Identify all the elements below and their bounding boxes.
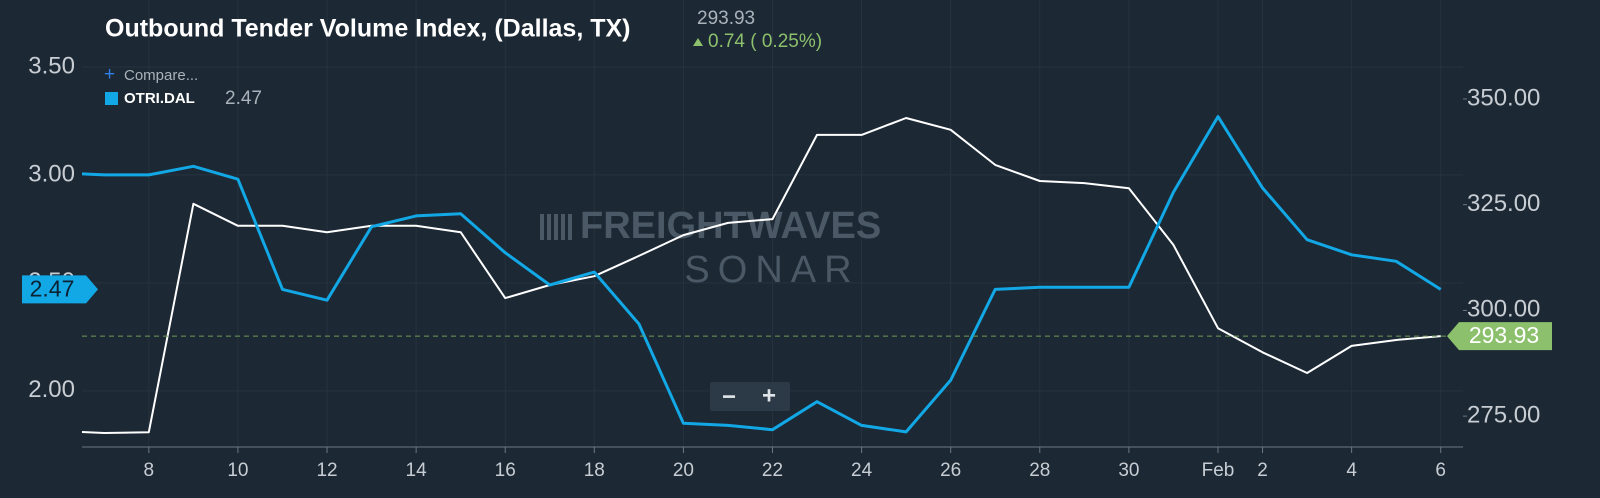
- right-badge: [1447, 322, 1552, 351]
- left-badge-label: 2.47: [30, 275, 75, 301]
- y2-tick-label: 350.00: [1467, 84, 1540, 111]
- zoom-out[interactable]: −: [722, 383, 736, 410]
- plot: [82, 115, 1442, 434]
- grid: [82, 0, 1463, 447]
- x-tick-label: 6: [1435, 460, 1446, 481]
- x-tick-label: 26: [940, 460, 961, 481]
- zoom-controls: − +: [710, 382, 790, 411]
- y2-tick-label: 325.00: [1467, 190, 1540, 217]
- compare[interactable]: Compare...: [124, 67, 198, 84]
- legend-swatch: [105, 92, 118, 105]
- x-tick-label: 14: [406, 460, 428, 481]
- change: 0.74 ( 0.25%): [708, 31, 822, 52]
- watermark-icon: [540, 214, 572, 240]
- watermark-text: SONAR: [684, 249, 859, 291]
- y2-tick-label: 275.00: [1467, 401, 1540, 428]
- y-tick-label: 2.00: [28, 376, 75, 403]
- left-badge: [22, 275, 98, 304]
- y-tick-label: 3.00: [28, 160, 75, 187]
- x-tick-label: 24: [851, 460, 873, 481]
- watermark: FREIGHTWAVES SONAR: [540, 205, 881, 291]
- x-tick-label: 4: [1346, 460, 1357, 481]
- x-tick-label: 20: [673, 460, 694, 481]
- series-line: [82, 115, 1442, 434]
- x-tick-label: 30: [1118, 460, 1139, 481]
- x-tick-label: 10: [227, 460, 248, 481]
- x-tick-label: 22: [762, 460, 783, 481]
- legend-label: OTRI.DAL: [124, 90, 195, 107]
- legend-value: 2.47: [225, 88, 262, 109]
- chart-title: Outbound Tender Volume Index, (Dallas, T…: [105, 15, 631, 43]
- zoom-panel: [710, 382, 790, 411]
- series-line: [82, 117, 1441, 434]
- badges: 293.93 2.47: [22, 275, 1552, 351]
- x-tick-label: 18: [584, 460, 605, 481]
- zoom-in[interactable]: +: [762, 382, 776, 409]
- x-tick-label: 8: [144, 460, 155, 481]
- x-tick-label: 28: [1029, 460, 1050, 481]
- compare-plus[interactable]: +: [104, 64, 115, 85]
- right-badge-label: 293.93: [1469, 322, 1539, 348]
- y2-tick-label: 300.00: [1467, 296, 1540, 323]
- watermark-text: FREIGHTWAVES: [580, 205, 881, 247]
- x-tick-label: 12: [316, 460, 337, 481]
- x-tick-label: 16: [495, 460, 516, 481]
- x-tick-label: 2: [1257, 460, 1268, 481]
- x-tick-label: Feb: [1202, 460, 1235, 481]
- y-tick-label: 3.50: [28, 52, 75, 79]
- last-value: 293.93: [697, 8, 755, 29]
- up-arrow: [693, 38, 703, 46]
